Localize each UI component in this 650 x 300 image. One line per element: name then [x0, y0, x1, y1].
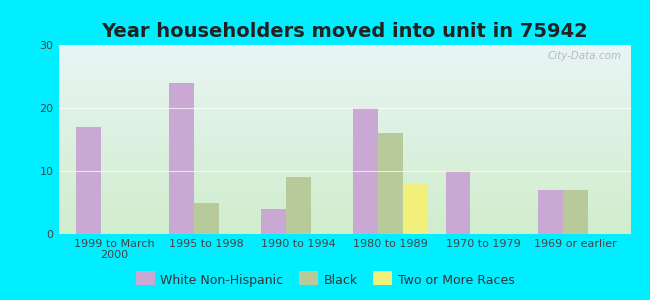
Bar [286, 177, 311, 234]
Title: Year householders moved into unit in 75942: Year householders moved into unit in 759… [101, 22, 588, 41]
Bar [538, 190, 563, 234]
Bar [403, 184, 428, 234]
Bar [353, 108, 378, 234]
Bar [261, 209, 286, 234]
Bar [445, 171, 471, 234]
Bar [378, 133, 403, 234]
Text: City-Data.com: City-Data.com [548, 51, 622, 61]
Bar [194, 202, 218, 234]
Legend: White Non-Hispanic, Black, Two or More Races: White Non-Hispanic, Black, Two or More R… [132, 270, 518, 291]
Bar [77, 127, 101, 234]
Bar [169, 83, 194, 234]
Bar [563, 190, 588, 234]
